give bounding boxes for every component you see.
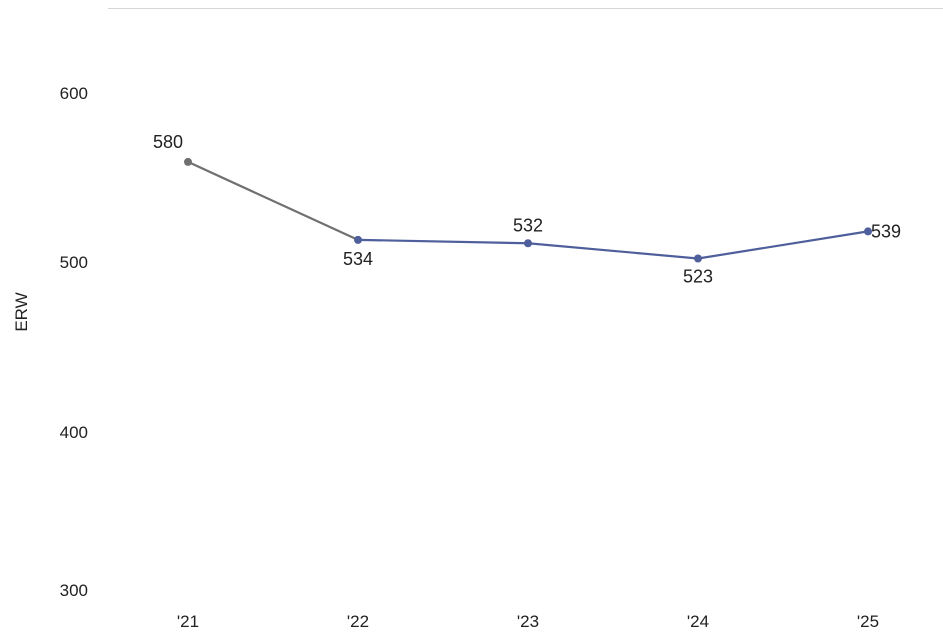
x-tick-labels: '21 '22 '23 '24 '25	[177, 612, 879, 631]
x-tick-label: '22	[347, 612, 369, 631]
data-label: 532	[513, 215, 543, 235]
data-point	[524, 239, 532, 248]
series-line	[186, 160, 870, 260]
y-axis-label: ERW	[12, 292, 31, 331]
data-point	[354, 235, 362, 244]
data-labels: 580 534 532 523 539	[153, 132, 901, 287]
data-point	[694, 254, 702, 263]
line-segment	[696, 230, 870, 260]
x-tick-label: '25	[857, 612, 879, 631]
y-tick-labels: 300 400 500 600	[60, 84, 88, 600]
data-label: 580	[153, 132, 183, 152]
x-tick-label: '21	[177, 612, 199, 631]
data-point	[184, 157, 192, 166]
line-segment	[186, 160, 360, 241]
y-tick-label: 400	[60, 423, 88, 442]
y-tick-label: 600	[60, 84, 88, 103]
line-segment	[526, 242, 700, 260]
x-tick-label: '23	[517, 612, 539, 631]
x-tick-label: '24	[687, 612, 709, 631]
data-point	[864, 227, 872, 236]
data-label: 539	[871, 221, 901, 241]
data-label: 534	[343, 249, 373, 269]
series-points	[184, 157, 872, 263]
top-divider	[108, 8, 943, 9]
line-segment	[356, 238, 530, 245]
y-tick-label: 500	[60, 253, 88, 272]
y-tick-label: 300	[60, 581, 88, 600]
data-label: 523	[683, 267, 713, 287]
